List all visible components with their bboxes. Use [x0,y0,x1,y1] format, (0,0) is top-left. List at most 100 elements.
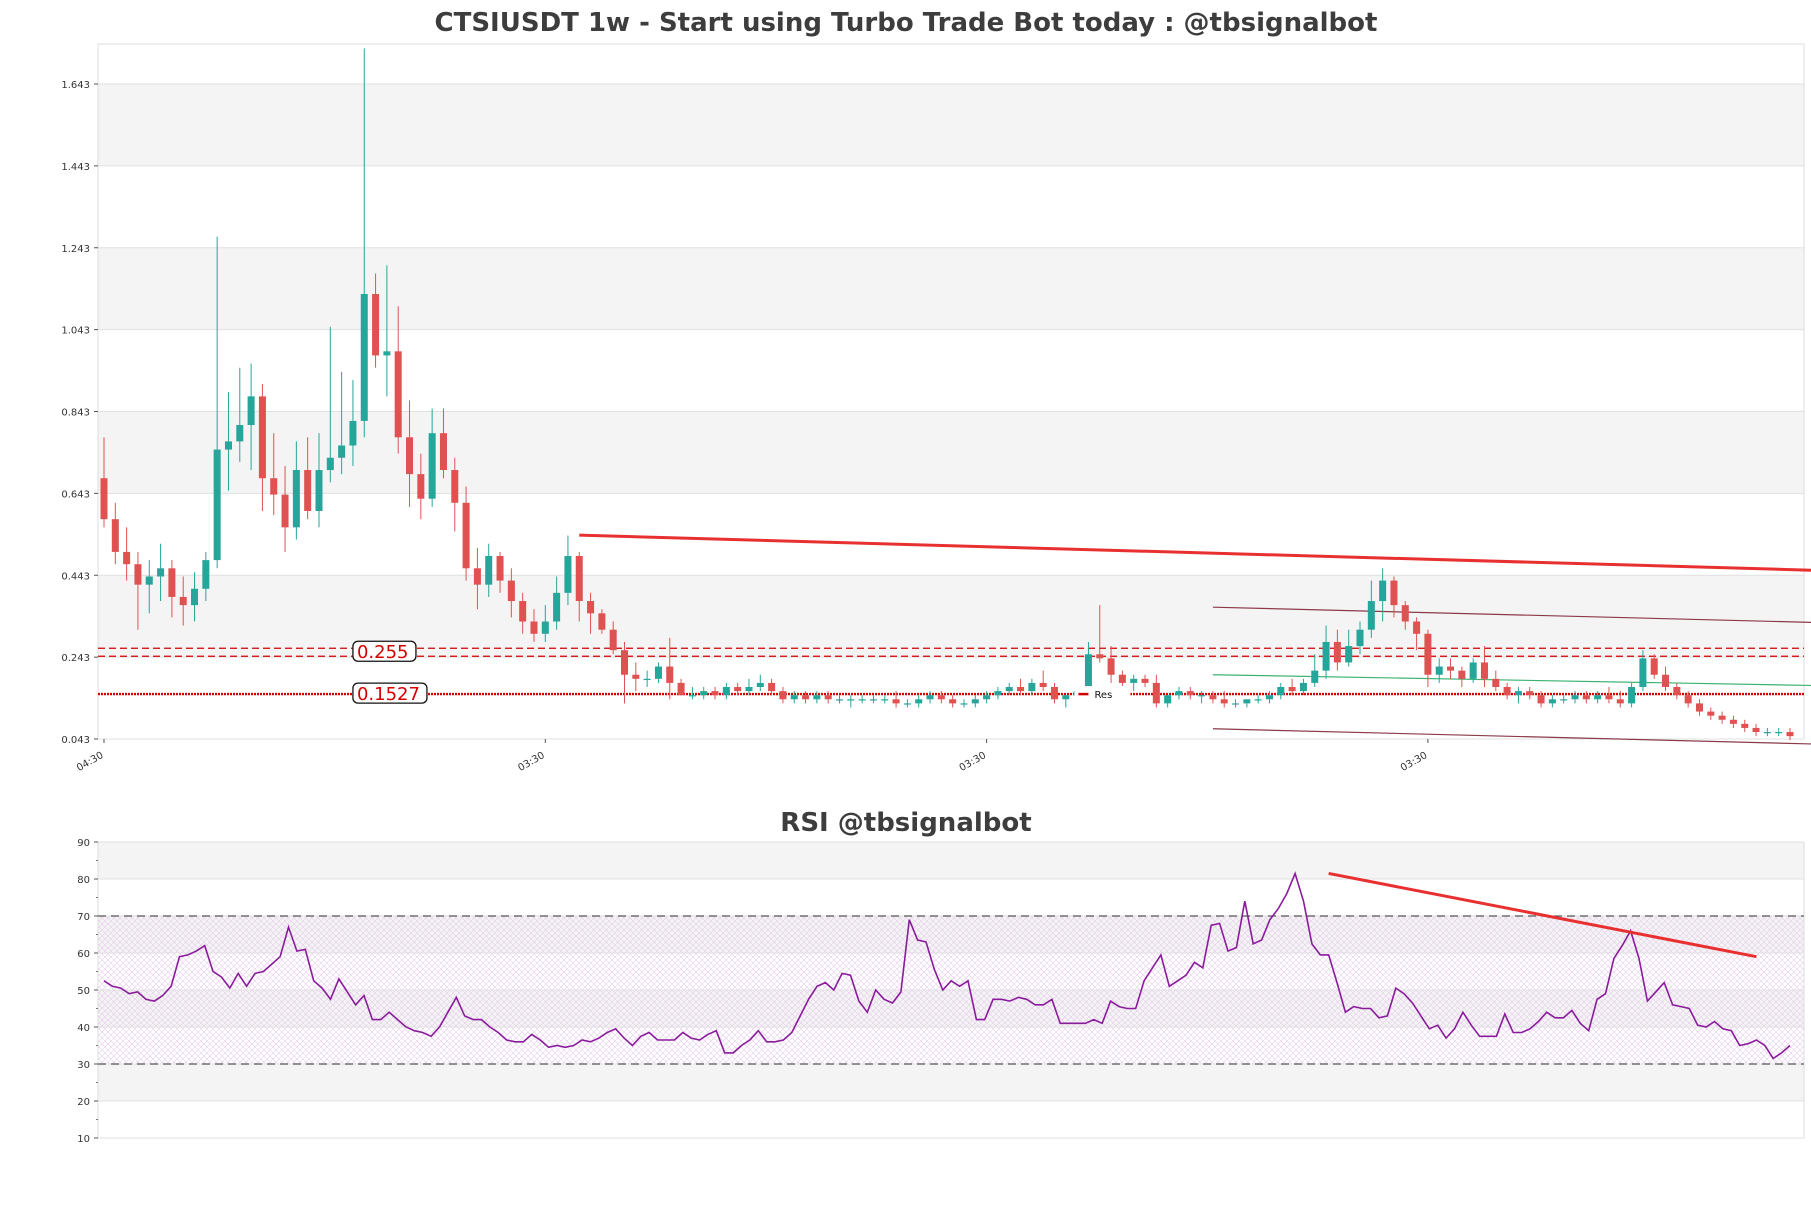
candle-body [779,691,787,700]
rsi-ytick-label: 10 [77,1134,90,1145]
candle-body [1729,719,1737,724]
candle-body [1571,695,1579,700]
res-label: Res [1094,690,1112,701]
rsi-band [98,1064,1804,1101]
price-band [98,247,1804,330]
price-ytick-label: 0.643 [61,489,90,500]
candle-body [383,351,391,356]
candle-body [462,502,470,569]
candle-body [1469,662,1477,679]
res-marker-bg [1074,686,1131,702]
candle-body [304,470,312,511]
candle-body [157,568,165,577]
candle-body [1164,695,1172,704]
candle-body [1503,687,1511,696]
candle-body [768,682,776,692]
candle-body [677,682,685,696]
candle-body [915,699,923,704]
candle-body [123,551,131,565]
candle-body [485,556,493,585]
candle-body [903,703,911,705]
candle-body [1673,687,1681,696]
candle-body [406,437,414,475]
level-label: 0.1527 [357,684,420,705]
candle-body [258,396,266,479]
candle-body [417,474,425,499]
price-xtick-label: 03:30 [1399,750,1429,774]
candle-body [1220,699,1228,704]
candle-body [790,695,798,700]
candle-body [1695,703,1703,712]
candle-body [1299,682,1307,692]
candle-body [1345,646,1353,663]
candle-body [983,695,991,700]
candle-body [937,695,945,700]
candle-body [1198,695,1206,697]
candle-body [598,613,606,630]
candle-body [1254,699,1262,701]
candle-body [835,699,844,701]
candle-body [519,601,527,622]
candle-body [1356,629,1364,647]
candle-body [281,494,289,528]
candle-body [1435,666,1443,675]
candle-body [1028,682,1036,692]
candle-body [224,441,232,450]
rsi-panel: 10 20 30 40 50 60 70 80 90 [77,838,1805,1145]
candle-body [1616,699,1624,704]
candle-body [869,699,877,701]
candle-body [802,695,810,700]
candle-body [1050,687,1059,700]
candle-body [1152,682,1160,704]
candle-body [960,703,968,705]
candle-body [213,449,221,561]
price-ytick-label: 1.243 [61,244,90,255]
candle-body [1265,695,1273,700]
candle-body [813,695,821,700]
candle-body [1243,699,1251,704]
price-band [98,411,1804,494]
candle-body [892,699,900,704]
candle-body [496,556,504,581]
candle-body [1379,580,1387,602]
candle-body [609,629,617,651]
candle-body [1526,691,1534,696]
candle-body [1639,658,1647,688]
rsi-ytick-label: 50 [77,986,90,997]
candle-body [338,445,346,458]
price-ytick-label: 1.643 [61,80,90,91]
level-label-box [352,682,428,704]
candle-body [621,650,629,675]
candle-body [1322,641,1330,671]
candle-body [1752,727,1760,733]
candle-body [666,666,674,683]
candle-body [100,478,108,520]
candle-body [1514,691,1522,696]
candle-body [145,576,153,585]
candle-body [722,687,730,696]
rsi-ytick-label: 20 [77,1097,90,1108]
candle-body [1537,695,1545,704]
candle-body [1175,691,1183,696]
price-xtick-label: 03:30 [958,750,988,774]
candle-body [1447,666,1455,671]
candle-body [564,556,572,593]
candle-body [168,568,176,597]
candle-body [1232,703,1240,705]
rsi-ytick-label: 40 [77,1023,90,1034]
candle-body [315,470,323,511]
candle-body [541,621,549,634]
price-ytick-label: 0.043 [61,735,90,746]
candle-body [1718,715,1726,720]
candle-body [1288,687,1296,692]
candle-body [711,691,719,696]
candle-body [1390,580,1398,606]
price-ytick-label: 1.043 [61,326,90,337]
candle-body [1628,687,1636,704]
candle-body [1084,654,1092,692]
candle-body [1017,687,1025,692]
candle-body [1594,695,1602,700]
candle-body [1605,695,1613,700]
rsi-ytick-label: 30 [77,1060,90,1071]
candle-body [451,470,459,503]
